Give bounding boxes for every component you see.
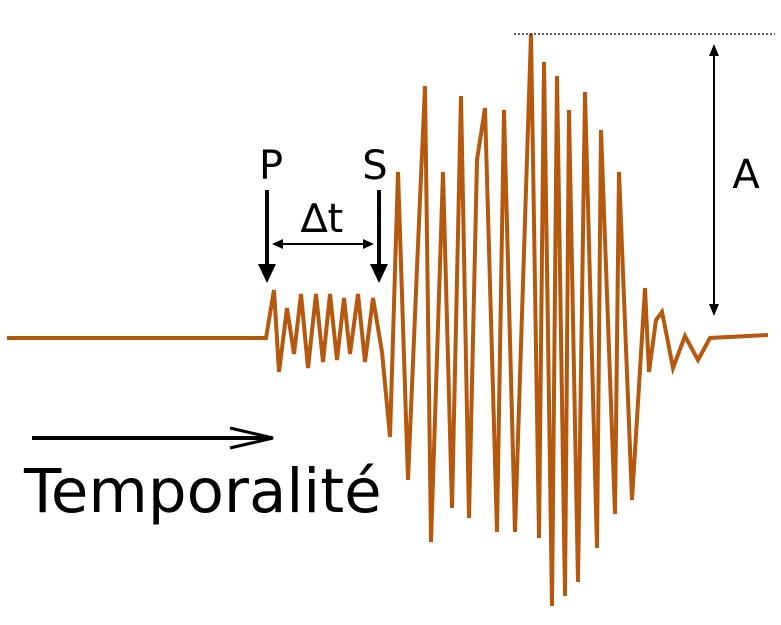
s-wave-arrow-icon <box>370 190 388 283</box>
time-axis-label: Temporalité <box>23 456 382 527</box>
p-wave-label: P <box>259 143 283 189</box>
p-wave-arrow-icon <box>258 190 276 283</box>
s-wave-label: S <box>362 143 387 189</box>
seismic-signal-trace <box>7 33 769 607</box>
delta-t-arrow <box>272 239 374 249</box>
amplitude-label: A <box>732 152 760 198</box>
delta-t-label: ∆t <box>300 196 343 242</box>
time-arrow-icon <box>32 426 274 450</box>
amplitude-arrow <box>709 44 719 316</box>
